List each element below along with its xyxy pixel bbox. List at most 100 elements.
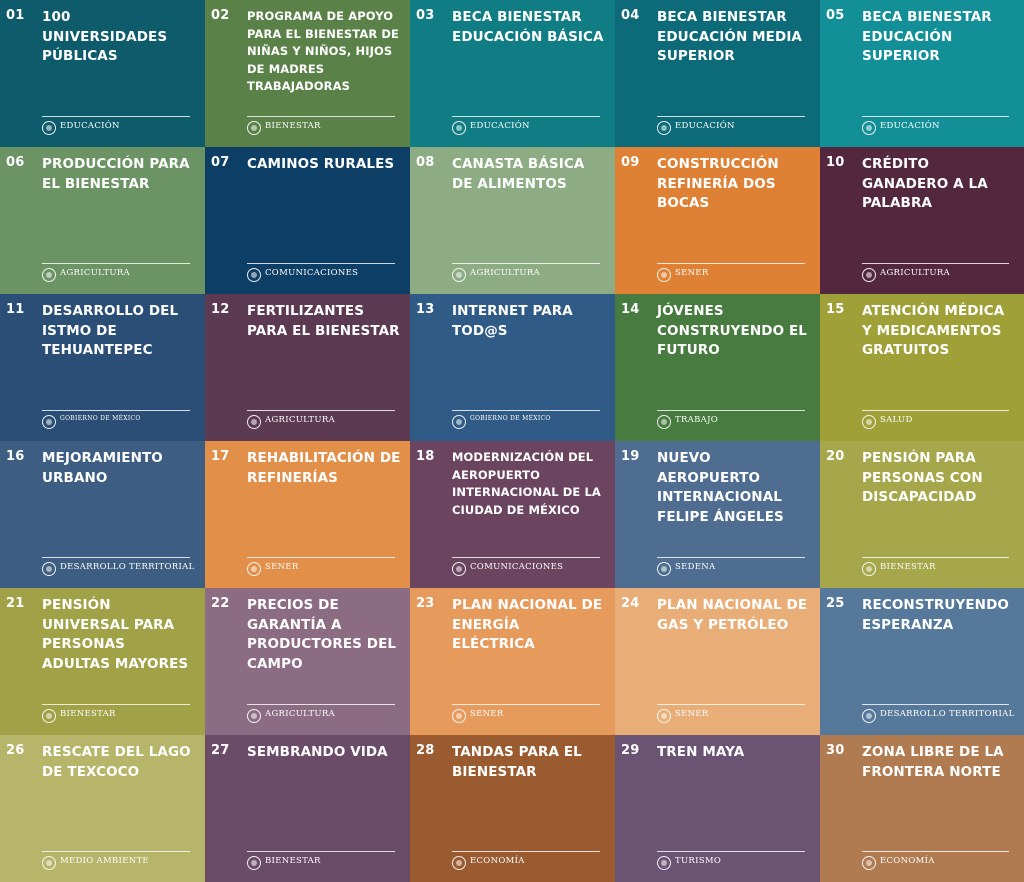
program-tile-23[interactable]: 23 PLAN NACIONAL DE ENERGÍA ELÉCTRICA SENE… <box>410 588 615 735</box>
department-footer: SENER <box>657 263 805 290</box>
program-tile-18[interactable]: 18 MODERNIZACIÓN DEL AEROPUERTO INTERNACI… <box>410 441 615 588</box>
department-footer: GOBIERNO DE MÉXICO <box>452 410 600 437</box>
program-tile-27[interactable]: 27 SEMBRANDO VIDA BIENESTAR <box>205 735 410 882</box>
program-tile-01[interactable]: 01 100 UNIVERSIDADES PÚBLICAS EDUCACIÓN <box>0 0 205 147</box>
department-footer: BIENESTAR <box>247 851 395 878</box>
program-number: 20 <box>826 449 845 464</box>
program-title: CANASTA BÁSICA DE ALIMENTOS <box>452 156 585 192</box>
government-seal-icon <box>42 415 56 429</box>
program-tile-04[interactable]: 04 BECA BIENESTAR EDUCACIÓN MEDIA SUPERIO… <box>615 0 820 147</box>
department-footer: SENER <box>657 704 805 731</box>
government-seal-icon <box>42 709 56 723</box>
program-title: REHABILITACIÓN DE REFINERÍAS <box>247 450 401 486</box>
program-title: BECA BIENESTAR EDUCACIÓN MEDIA SUPERIOR <box>657 9 802 64</box>
program-tile-29[interactable]: 29 TREN MAYA TURISMO <box>615 735 820 882</box>
program-title: BECA BIENESTAR EDUCACIÓN BÁSICA <box>452 9 604 45</box>
program-number: 16 <box>6 449 25 464</box>
program-number: 01 <box>6 8 25 23</box>
department-name: SENER <box>675 268 709 278</box>
program-tile-16[interactable]: 16 MEJORAMIENTO URBANO DESARROLLO TERRITOR… <box>0 441 205 588</box>
program-tile-11[interactable]: 11 DESARROLLO DEL ISTMO DE TEHUANTEPEC GOB… <box>0 294 205 441</box>
department-name: COMUNICACIONES <box>470 562 564 572</box>
department-name: AGRICULTURA <box>60 268 130 278</box>
department-name: DESARROLLO TERRITORIAL <box>60 562 195 572</box>
government-seal-icon <box>452 268 466 282</box>
program-number: 17 <box>211 449 230 464</box>
program-title: TREN MAYA <box>657 744 745 760</box>
program-tile-22[interactable]: 22 PRECIOS DE GARANTÍA A PRODUCTORES DEL … <box>205 588 410 735</box>
program-tile-09[interactable]: 09 CONSTRUCCIÓN REFINERÍA DOS BOCAS SENER <box>615 147 820 294</box>
program-tile-14[interactable]: 14 JÓVENES CONSTRUYENDO EL FUTURO TRABAJO <box>615 294 820 441</box>
program-tile-21[interactable]: 21 PENSIÓN UNIVERSAL PARA PERSONAS ADULTA… <box>0 588 205 735</box>
program-tile-06[interactable]: 06 PRODUCCIÓN PARA EL BIENESTAR AGRICULTUR… <box>0 147 205 294</box>
program-tile-17[interactable]: 17 REHABILITACIÓN DE REFINERÍAS SENER <box>205 441 410 588</box>
program-title: PENSIÓN UNIVERSAL PARA PERSONAS ADULTAS … <box>42 597 189 672</box>
program-tile-26[interactable]: 26 RESCATE DEL LAGO DE TEXCOCO MEDIO AMBIE… <box>0 735 205 882</box>
program-tile-19[interactable]: 19 NUEVO AEROPUERTO INTERNACIONAL FELIPE … <box>615 441 820 588</box>
program-tile-12[interactable]: 12 FERTILIZANTES PARA EL BIENESTAR AGRICUL… <box>205 294 410 441</box>
program-tile-08[interactable]: 08 CANASTA BÁSICA DE ALIMENTOS AGRICULTURA <box>410 147 615 294</box>
program-number: 18 <box>416 449 435 464</box>
program-title: ATENCIÓN MÉDICA Y MEDICAMENTOS GRATUITOS <box>862 303 1005 358</box>
program-tile-13[interactable]: 13 INTERNET PARA TOD@S GOBIERNO DE MÉXICO <box>410 294 615 441</box>
department-name: TURISMO <box>675 856 722 866</box>
government-seal-icon <box>42 562 56 576</box>
program-tile-28[interactable]: 28 TANDAS PARA EL BIENESTAR ECONOMÍA <box>410 735 615 882</box>
department-footer: TURISMO <box>657 851 805 878</box>
government-seal-icon <box>657 415 671 429</box>
department-footer: BIENESTAR <box>247 116 395 143</box>
department-footer: AGRICULTURA <box>247 704 395 731</box>
department-footer: AGRICULTURA <box>452 263 600 290</box>
program-number: 12 <box>211 302 230 317</box>
program-number: 08 <box>416 155 435 170</box>
program-number: 04 <box>621 8 640 23</box>
department-footer: ECONOMÍA <box>862 851 1009 878</box>
program-number: 23 <box>416 596 435 611</box>
department-footer: ECONOMÍA <box>452 851 600 878</box>
department-footer: DESARROLLO TERRITORIAL <box>862 704 1014 731</box>
department-name: BIENESTAR <box>265 856 321 866</box>
program-title: CONSTRUCCIÓN REFINERÍA DOS BOCAS <box>657 156 779 211</box>
department-name: TRABAJO <box>675 415 719 425</box>
government-seal-icon <box>42 121 56 135</box>
program-tile-24[interactable]: 24 PLAN NACIONAL DE GAS Y PETRÓLEO SENER <box>615 588 820 735</box>
department-name: EDUCACIÓN <box>880 121 940 131</box>
program-tile-07[interactable]: 07 CAMINOS RURALES COMUNICACIONES <box>205 147 410 294</box>
program-number: 21 <box>6 596 25 611</box>
department-name: SEDENA <box>675 562 716 572</box>
program-tile-10[interactable]: 10 CRÉDITO GANADERO A LA PALABRA AGRICULTU… <box>820 147 1024 294</box>
program-title: CRÉDITO GANADERO A LA PALABRA <box>862 156 988 211</box>
program-tile-20[interactable]: 20 PENSIÓN PARA PERSONAS CON DISCAPACIDAD… <box>820 441 1024 588</box>
program-number: 22 <box>211 596 230 611</box>
department-name: AGRICULTURA <box>470 268 540 278</box>
program-title: TANDAS PARA EL BIENESTAR <box>452 744 582 780</box>
department-name: ECONOMÍA <box>470 856 525 866</box>
department-name: GOBIERNO DE MÉXICO <box>470 415 551 422</box>
program-title: PRECIOS DE GARANTÍA A PRODUCTORES DEL CA… <box>247 597 397 672</box>
program-tile-05[interactable]: 05 BECA BIENESTAR EDUCACIÓN SUPERIOR EDUCA… <box>820 0 1024 147</box>
program-number: 03 <box>416 8 435 23</box>
department-name: AGRICULTURA <box>880 268 950 278</box>
department-footer: SENER <box>247 557 395 584</box>
program-tile-30[interactable]: 30 ZONA LIBRE DE LA FRONTERA NORTE ECONOMÍ… <box>820 735 1024 882</box>
program-tile-03[interactable]: 03 BECA BIENESTAR EDUCACIÓN BÁSICA EDUCACI… <box>410 0 615 147</box>
program-number: 14 <box>621 302 640 317</box>
department-name: MEDIO AMBIENTE <box>60 856 149 866</box>
program-title: PRODUCCIÓN PARA EL BIENESTAR <box>42 156 190 192</box>
program-tile-15[interactable]: 15 ATENCIÓN MÉDICA Y MEDICAMENTOS GRATUIT… <box>820 294 1024 441</box>
program-number: 09 <box>621 155 640 170</box>
department-name: SENER <box>675 709 709 719</box>
department-name: EDUCACIÓN <box>675 121 735 131</box>
program-title: RESCATE DEL LAGO DE TEXCOCO <box>42 744 191 780</box>
government-seal-icon <box>247 709 261 723</box>
government-seal-icon <box>862 709 876 723</box>
program-number: 05 <box>826 8 845 23</box>
program-tile-25[interactable]: 25 RECONSTRUYENDO ESPERANZA DESARROLLO TER… <box>820 588 1024 735</box>
department-name: GOBIERNO DE MÉXICO <box>60 415 141 422</box>
program-number: 27 <box>211 743 230 758</box>
program-number: 10 <box>826 155 845 170</box>
program-title: DESARROLLO DEL ISTMO DE TEHUANTEPEC <box>42 303 179 358</box>
government-seal-icon <box>862 856 876 870</box>
program-tile-02[interactable]: 02 PROGRAMA DE APOYO PARA EL BIENESTAR DE… <box>205 0 410 147</box>
department-name: ECONOMÍA <box>880 856 935 866</box>
